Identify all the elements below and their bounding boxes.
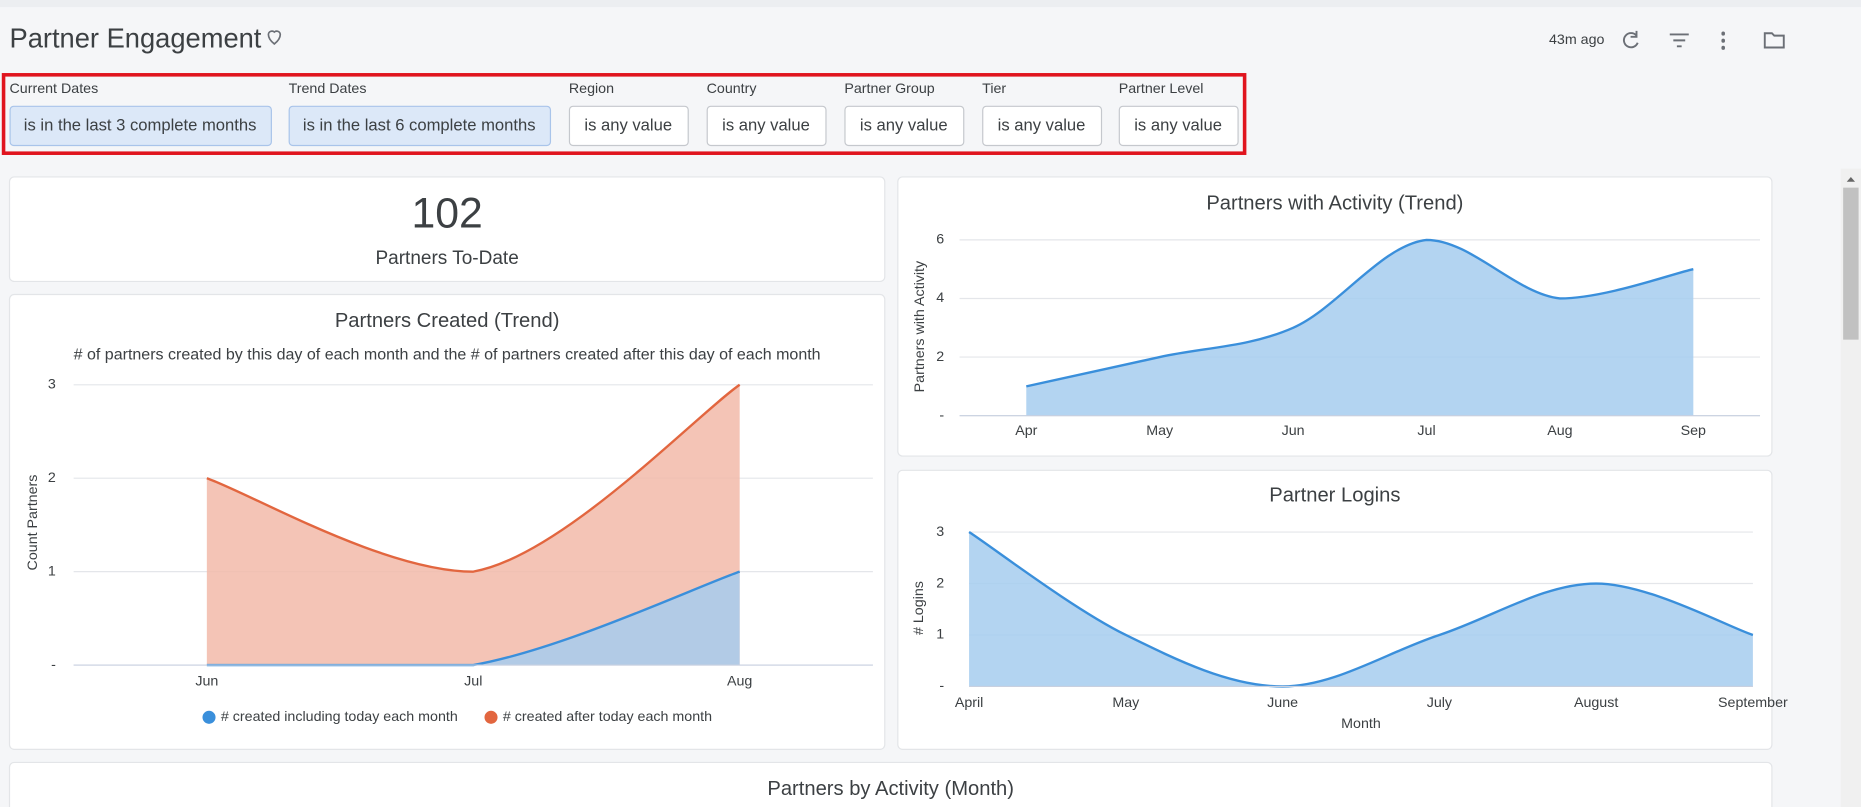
- filter-box[interactable]: [568, 105, 689, 147]
- filter-value: is any value: [722, 115, 810, 134]
- y-tick-label: -: [939, 407, 944, 423]
- x-tick-label: May: [1146, 423, 1174, 439]
- x-tick-label: Apr: [1015, 423, 1037, 439]
- filter-value: is any value: [860, 115, 948, 134]
- filter-value: is in the last 3 complete months: [24, 115, 257, 134]
- y-tick-label: 3: [48, 377, 56, 393]
- filter-icon[interactable]: [1669, 33, 1689, 48]
- refresh-icon[interactable]: [1622, 30, 1639, 49]
- filter-label: Current Dates: [10, 81, 99, 97]
- y-tick-label: 2: [48, 470, 56, 486]
- tile: [8, 176, 886, 283]
- area-line: [206, 383, 741, 573]
- legend-label[interactable]: # created after today each month: [503, 709, 712, 725]
- area-fill: [206, 571, 740, 666]
- y-tick-label: 2: [936, 575, 944, 591]
- area-line: [1026, 238, 1694, 388]
- y-tick-label: 1: [48, 563, 56, 579]
- tile: [8, 761, 1773, 807]
- y-axis-label: Count Partners: [25, 475, 41, 571]
- chart-subtitle: # of partners created by this day of eac…: [74, 345, 821, 363]
- y-tick-label: 3: [936, 524, 944, 540]
- x-tick-label: August: [1574, 695, 1618, 711]
- y-tick-label: -: [51, 657, 56, 673]
- filter-value: is any value: [584, 115, 672, 134]
- scrollbar-thumb[interactable]: [1843, 187, 1859, 340]
- area-line: [968, 531, 1754, 688]
- x-tick-label: Aug: [1547, 423, 1572, 439]
- top-bar: [0, 0, 1861, 8]
- filter-value: is any value: [998, 115, 1086, 134]
- area-fill: [1026, 239, 1694, 416]
- filter-label: Partner Group: [844, 81, 934, 97]
- x-axis-label: Month: [1341, 716, 1381, 732]
- filter-label: Region: [569, 81, 614, 97]
- y-tick-label: 4: [936, 290, 944, 306]
- x-tick-label: Jul: [1417, 423, 1435, 439]
- chart-title: Partner Logins: [1269, 485, 1400, 507]
- filter-label: Trend Dates: [289, 81, 367, 97]
- y-axis-label: # Logins: [911, 581, 927, 635]
- filter-box[interactable]: [9, 105, 272, 147]
- filter-box[interactable]: [844, 105, 965, 147]
- y-tick-label: 6: [936, 232, 944, 248]
- filter-highlight: [1, 73, 1247, 155]
- single-value: 102: [411, 189, 482, 237]
- x-tick-label: May: [1112, 695, 1140, 711]
- chart-title: Partners with Activity (Trend): [1206, 193, 1463, 215]
- x-tick-label: Jul: [464, 673, 482, 689]
- y-tick-label: -: [939, 678, 944, 694]
- x-tick-label: July: [1427, 695, 1453, 711]
- favorite-icon[interactable]: [267, 30, 282, 46]
- legend-swatch[interactable]: [202, 710, 216, 724]
- y-axis-label: Partners with Activity: [912, 260, 928, 392]
- filter-box[interactable]: [288, 105, 552, 147]
- x-tick-label: Jun: [195, 673, 218, 689]
- area-fill: [206, 384, 740, 666]
- y-tick-label: 2: [936, 349, 944, 365]
- filter-label: Country: [707, 81, 758, 97]
- dashboard-title: Partner Engagement: [10, 23, 262, 54]
- filter-label: Tier: [982, 81, 1006, 97]
- filter-value: is in the last 6 complete months: [303, 115, 536, 134]
- filter-label: Partner Level: [1119, 81, 1204, 97]
- scroll-up[interactable]: [1846, 176, 1856, 182]
- x-tick-label: June: [1267, 695, 1298, 711]
- filter-value: is any value: [1134, 115, 1222, 134]
- x-tick-label: Jun: [1282, 423, 1305, 439]
- single-value-label: Partners To-Date: [375, 248, 518, 269]
- legend-swatch[interactable]: [484, 710, 498, 724]
- folder-icon[interactable]: [1763, 32, 1785, 49]
- x-tick-label: April: [955, 695, 984, 711]
- x-tick-label: Sep: [1681, 423, 1706, 439]
- y-tick-label: 1: [936, 627, 944, 643]
- filter-box[interactable]: [706, 105, 827, 147]
- filter-box[interactable]: [1118, 105, 1239, 147]
- toolbar-icons: [1622, 30, 1785, 50]
- tile-title: Partners by Activity (Month): [767, 778, 1014, 800]
- chart-title: Partners Created (Trend): [335, 310, 560, 332]
- legend-label[interactable]: # created including today each month: [221, 709, 458, 725]
- x-tick-label: Aug: [727, 673, 752, 689]
- last-updated: 43m ago: [1549, 32, 1605, 48]
- x-tick-label: September: [1718, 695, 1788, 711]
- area-fill: [969, 532, 1753, 687]
- filter-box[interactable]: [982, 105, 1103, 147]
